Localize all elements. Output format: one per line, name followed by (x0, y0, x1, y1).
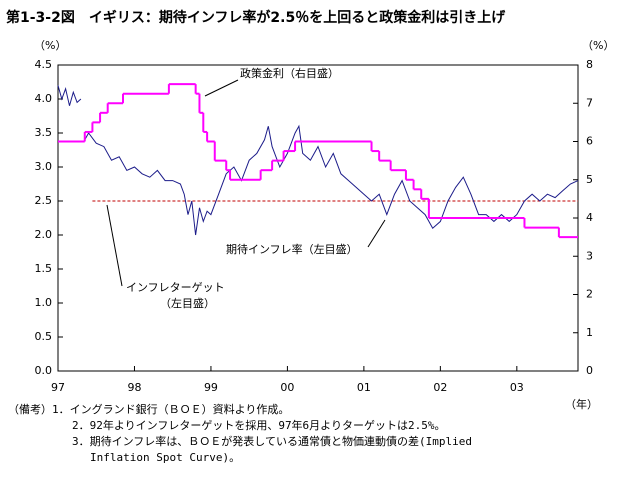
x-tick-label: 97 (51, 381, 65, 394)
y-tick-label: 2.5 (35, 194, 53, 207)
note: （備考）1．イングランド銀行（ＢＯＥ）資料より作成。 (8, 402, 289, 416)
x-tick-label: 00 (280, 381, 294, 394)
x-tick-label: 01 (357, 381, 371, 394)
note: 3．期待インフレ率は、ＢＯＥが発表している通常債と物価連動債の差(Implied (72, 434, 472, 448)
y-tick-label: 3.0 (35, 160, 53, 173)
y2-tick-label: 1 (586, 326, 593, 339)
reference-label: インフレターゲット (126, 281, 225, 294)
y-tick-label: 1.5 (35, 262, 53, 275)
leader-line (367, 219, 386, 248)
x-tick-label: 02 (433, 381, 447, 394)
y2-tick-label: 5 (586, 173, 593, 186)
x-tick-label: 03 (510, 381, 524, 394)
y-tick-label: 2.0 (35, 228, 53, 241)
y2-tick-label: 8 (586, 58, 593, 71)
y-tick-label: 0.0 (35, 364, 53, 377)
x-tick-label: 99 (204, 381, 218, 394)
y2-tick-label: 2 (586, 288, 593, 301)
x-tick-label: 98 (127, 381, 141, 394)
series-label: 期待インフレ率（左目盛） (226, 242, 358, 256)
y-tick-label: 1.0 (35, 296, 53, 309)
leader-line (204, 79, 239, 97)
y2-tick-label: 7 (586, 96, 593, 109)
note: Inflation Spot Curve)。 (90, 451, 240, 464)
reference-label: （左目盛） (160, 296, 215, 310)
y2-tick-label: 0 (586, 364, 593, 377)
y2-tick-label: 3 (586, 249, 593, 262)
y2-tick-label: 6 (586, 135, 593, 148)
y-tick-label: 4.0 (35, 92, 53, 105)
leader-line (106, 204, 123, 287)
y2-axis-unit: （%） (582, 39, 614, 52)
y2-tick-label: 4 (586, 211, 593, 224)
y-tick-label: 4.5 (35, 58, 53, 71)
y-tick-label: 3.5 (35, 126, 53, 139)
series-line (57, 85, 579, 236)
y-tick-label: 0.5 (35, 330, 53, 343)
series-label: 政策金利（右目盛） (240, 66, 339, 80)
chart-title: 第1-3-2図 イギリス：期待インフレ率が2.5％を上回ると政策金利は引き上げ (6, 9, 506, 26)
note: 2．92年よりインフレターゲットを採用、97年6月よりターゲットは2.5%。 (72, 418, 445, 432)
x-axis-unit: （年） (565, 397, 598, 411)
y-axis-unit: （%） (34, 39, 66, 52)
